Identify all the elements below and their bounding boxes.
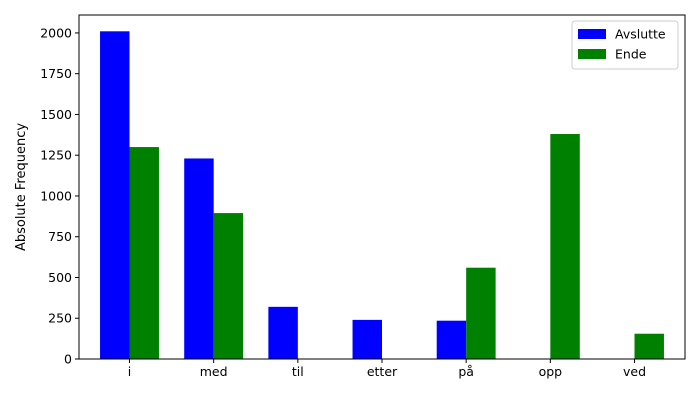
x-axis: i med til etter på opp ved <box>128 359 646 379</box>
x-tick-label: etter <box>367 364 398 379</box>
bar-ende-på <box>466 267 496 359</box>
bar-ende-ved <box>634 333 664 359</box>
legend: Avslutte Ende <box>571 20 679 70</box>
y-tick-label: 750 <box>48 229 72 244</box>
legend-swatch-ende <box>578 49 606 59</box>
bar-ende-i <box>129 147 159 359</box>
y-tick-label: 1750 <box>40 66 72 81</box>
bar-avslutte-med <box>184 158 214 359</box>
y-axis-label: Absolute Frequency <box>14 123 29 251</box>
x-tick-label: i <box>128 364 131 379</box>
legend-label-ende: Ende <box>615 47 647 62</box>
bar-ende-opp <box>550 134 580 359</box>
bar-ende-med <box>213 213 244 359</box>
x-tick-label: på <box>458 364 474 379</box>
x-tick-label: til <box>292 364 304 379</box>
x-tick-label: opp <box>539 364 563 379</box>
legend-swatch-avslutte <box>578 29 606 39</box>
bar-avslutte-til <box>268 306 298 359</box>
bar-avslutte-på <box>436 320 467 359</box>
bar-avslutte-i <box>100 31 130 360</box>
y-axis: 0 250 500 750 1000 1250 1500 1750 2000 <box>40 25 79 367</box>
legend-label-avslutte: Avslutte <box>615 27 666 42</box>
y-tick-label: 2000 <box>40 25 72 40</box>
y-tick-label: 1500 <box>40 107 72 122</box>
bar-avslutte-etter <box>352 319 382 359</box>
y-tick-label: 1250 <box>40 148 72 163</box>
bars-layer <box>100 31 664 360</box>
y-tick-label: 1000 <box>40 188 72 203</box>
x-tick-label: med <box>200 364 228 379</box>
y-tick-label: 250 <box>48 311 72 326</box>
y-tick-label: 500 <box>48 270 72 285</box>
plot-frame <box>78 14 686 360</box>
x-tick-label: ved <box>623 364 646 379</box>
y-tick-label: 0 <box>64 352 72 367</box>
